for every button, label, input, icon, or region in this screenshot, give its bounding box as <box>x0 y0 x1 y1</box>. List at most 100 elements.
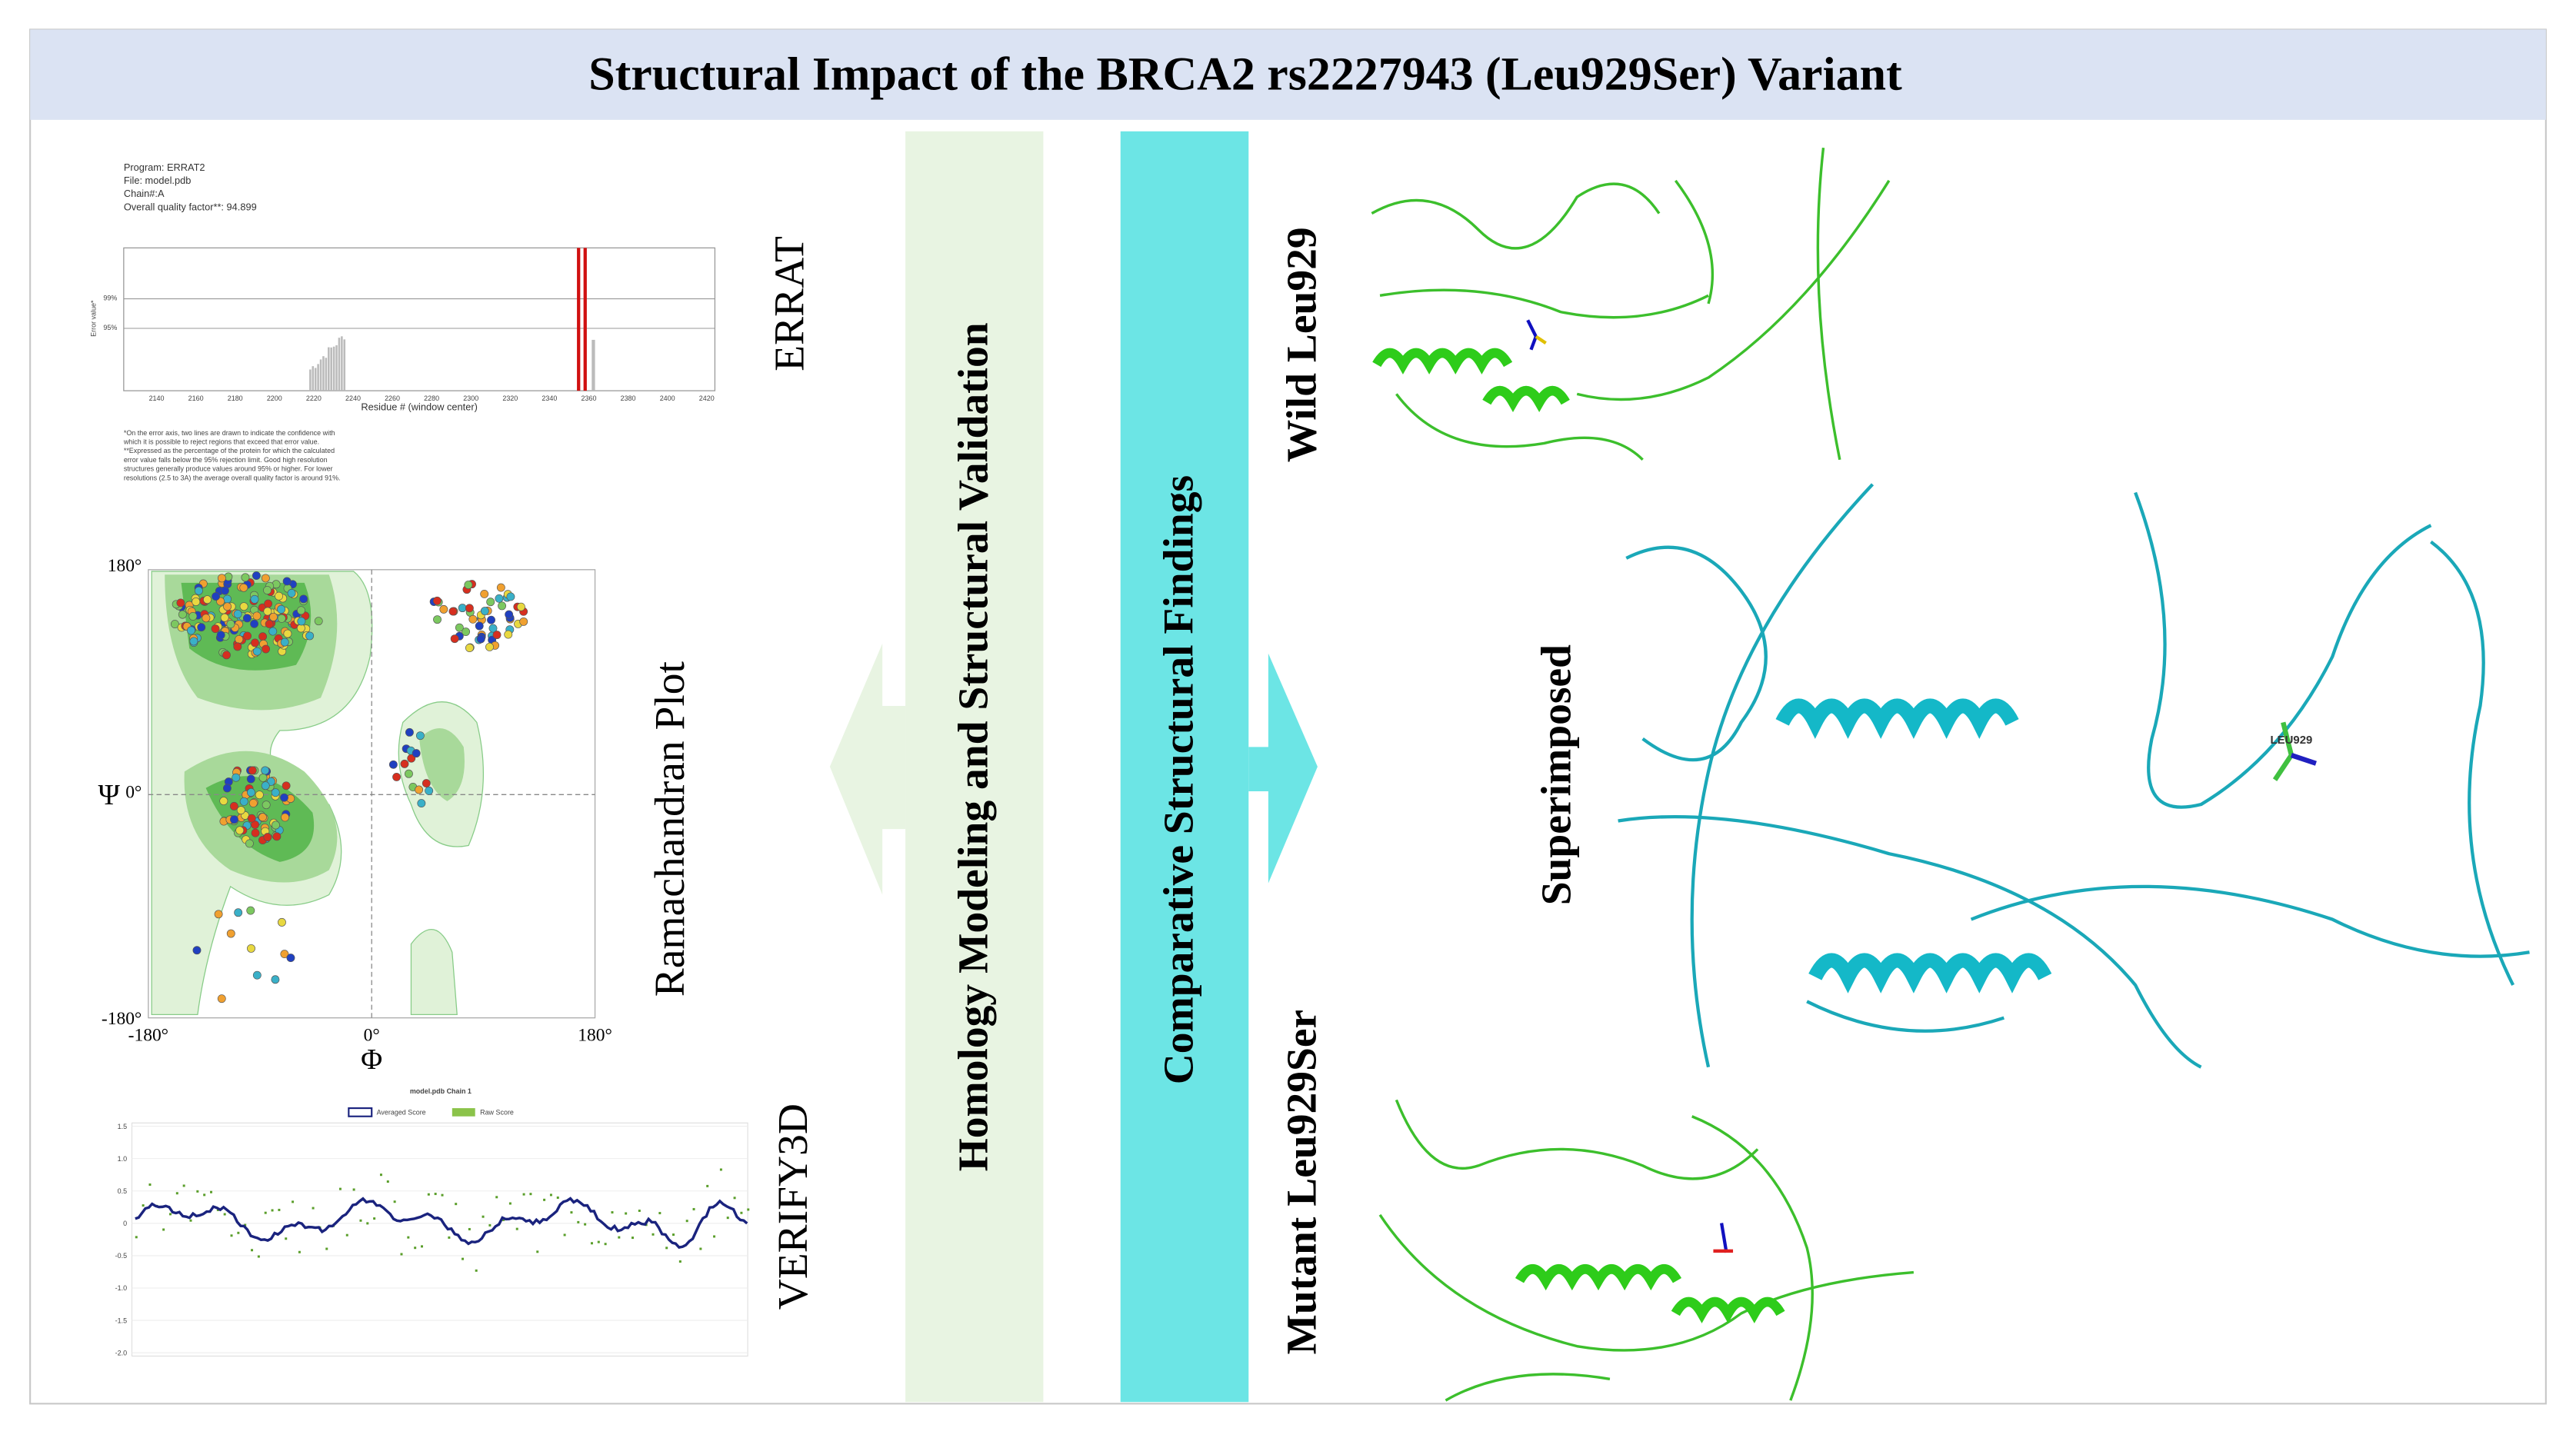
errat-x-tick: 2240 <box>345 394 361 402</box>
v3d-point <box>719 1168 722 1171</box>
rama-dot <box>245 839 254 848</box>
rama-y-tick: -180° <box>102 1009 142 1029</box>
v3d-point <box>462 1257 465 1260</box>
v3d-point <box>168 1213 172 1216</box>
errat-x-tick: 2140 <box>149 394 165 402</box>
v3d-point <box>407 1236 410 1239</box>
rama-dot <box>246 774 255 784</box>
rama-dot <box>236 806 245 815</box>
rama-dot <box>252 611 262 621</box>
rama-dot <box>278 917 286 927</box>
v3d-y-tick: 1.0 <box>118 1155 127 1163</box>
rama-dot <box>178 610 187 619</box>
v3d-point <box>359 1219 362 1222</box>
superimposed-label: Superimposed <box>1534 644 1581 905</box>
rama-dot <box>192 598 201 606</box>
errat-x-tick: 2200 <box>267 394 282 402</box>
rama-dot <box>400 759 409 768</box>
mutant-structure <box>1378 1099 1915 1402</box>
errat-x-tick: 2280 <box>424 394 439 402</box>
v3d-point <box>638 1209 641 1212</box>
v3d-point <box>434 1193 437 1196</box>
v3d-point <box>455 1203 458 1206</box>
rama-dot <box>455 623 464 632</box>
errat-x-tick: 2160 <box>188 394 204 402</box>
rama-dot <box>485 642 494 651</box>
rama-dot <box>214 910 223 919</box>
v3d-y-tick: 1.5 <box>118 1123 127 1130</box>
rama-dot <box>176 598 185 607</box>
rama-dot <box>192 946 202 955</box>
errat-info: Overall quality factor**: 94.899 <box>124 201 257 212</box>
v3d-legend-swatch <box>348 1107 373 1117</box>
v3d-point <box>427 1193 430 1196</box>
rama-dot <box>263 586 272 594</box>
rama-dot <box>232 773 241 782</box>
v3d-legend: Raw Score <box>480 1109 514 1117</box>
v3d-point <box>672 1233 675 1237</box>
v3d-point <box>292 1200 295 1203</box>
v3d-point <box>549 1193 552 1197</box>
v3d-point <box>278 1208 281 1211</box>
errat-bar <box>322 356 325 391</box>
v3d-point <box>298 1250 301 1253</box>
v3d-point <box>678 1260 681 1263</box>
title-banner <box>30 29 2546 120</box>
v3d-point <box>563 1233 566 1237</box>
errat-bar <box>343 339 346 391</box>
rama-dot <box>258 813 267 822</box>
v3d-point <box>414 1247 417 1250</box>
v3d-point <box>632 1237 634 1240</box>
v3d-point <box>175 1192 178 1195</box>
rama-dot <box>258 632 268 641</box>
errat-bar <box>335 345 338 391</box>
rama-dot <box>247 814 256 823</box>
v3d-point <box>264 1211 267 1214</box>
rama-dot <box>258 773 268 782</box>
errat-info: Chain#:A <box>124 188 165 199</box>
errat-x-tick: 2320 <box>502 394 518 402</box>
v3d-point <box>495 1196 498 1199</box>
v3d-point <box>706 1184 709 1187</box>
rama-dot <box>216 631 225 640</box>
errat-x-tick: 2420 <box>699 394 715 402</box>
v3d-point <box>400 1253 403 1256</box>
rama-dot <box>465 604 474 613</box>
rama-dot <box>277 614 286 623</box>
rama-dot <box>212 592 221 601</box>
superimposed-structure: LEU929 <box>1618 483 2530 1069</box>
rama-dot <box>226 929 235 938</box>
v3d-point <box>577 1220 580 1223</box>
errat-bar <box>332 346 335 391</box>
errat-red-bar <box>583 248 587 391</box>
rama-dot <box>252 647 262 656</box>
v3d-point <box>740 1211 743 1214</box>
rama-label: Ramachandran Plot <box>647 661 694 997</box>
rama-dot <box>305 631 315 641</box>
v3d-point <box>468 1227 471 1230</box>
v3d-point <box>366 1222 369 1225</box>
rama-dot <box>268 627 278 636</box>
rama-dot <box>280 950 289 959</box>
rama-dot <box>263 833 272 842</box>
v3d-point <box>312 1207 315 1210</box>
rama-dot <box>250 619 259 628</box>
errat-bar <box>330 347 332 391</box>
rama-y-tick: 180° <box>108 556 142 576</box>
rama-dot <box>250 594 259 604</box>
rama-dot <box>480 607 489 615</box>
rama-dot <box>392 772 402 781</box>
rama-dot <box>475 621 484 631</box>
errat-x-label: Residue # (window center) <box>361 401 478 413</box>
rama-dot <box>272 821 280 830</box>
findings-column <box>1120 131 1249 1403</box>
rama-dot <box>405 769 413 778</box>
rama-dot <box>261 781 270 791</box>
rama-dot <box>417 799 426 808</box>
rama-dot <box>242 614 252 623</box>
rama-dot <box>233 610 242 618</box>
rama-dot <box>239 602 248 611</box>
errat-label: ERRAT <box>767 236 814 371</box>
rama-dot <box>247 944 255 953</box>
v3d-point <box>148 1183 152 1186</box>
